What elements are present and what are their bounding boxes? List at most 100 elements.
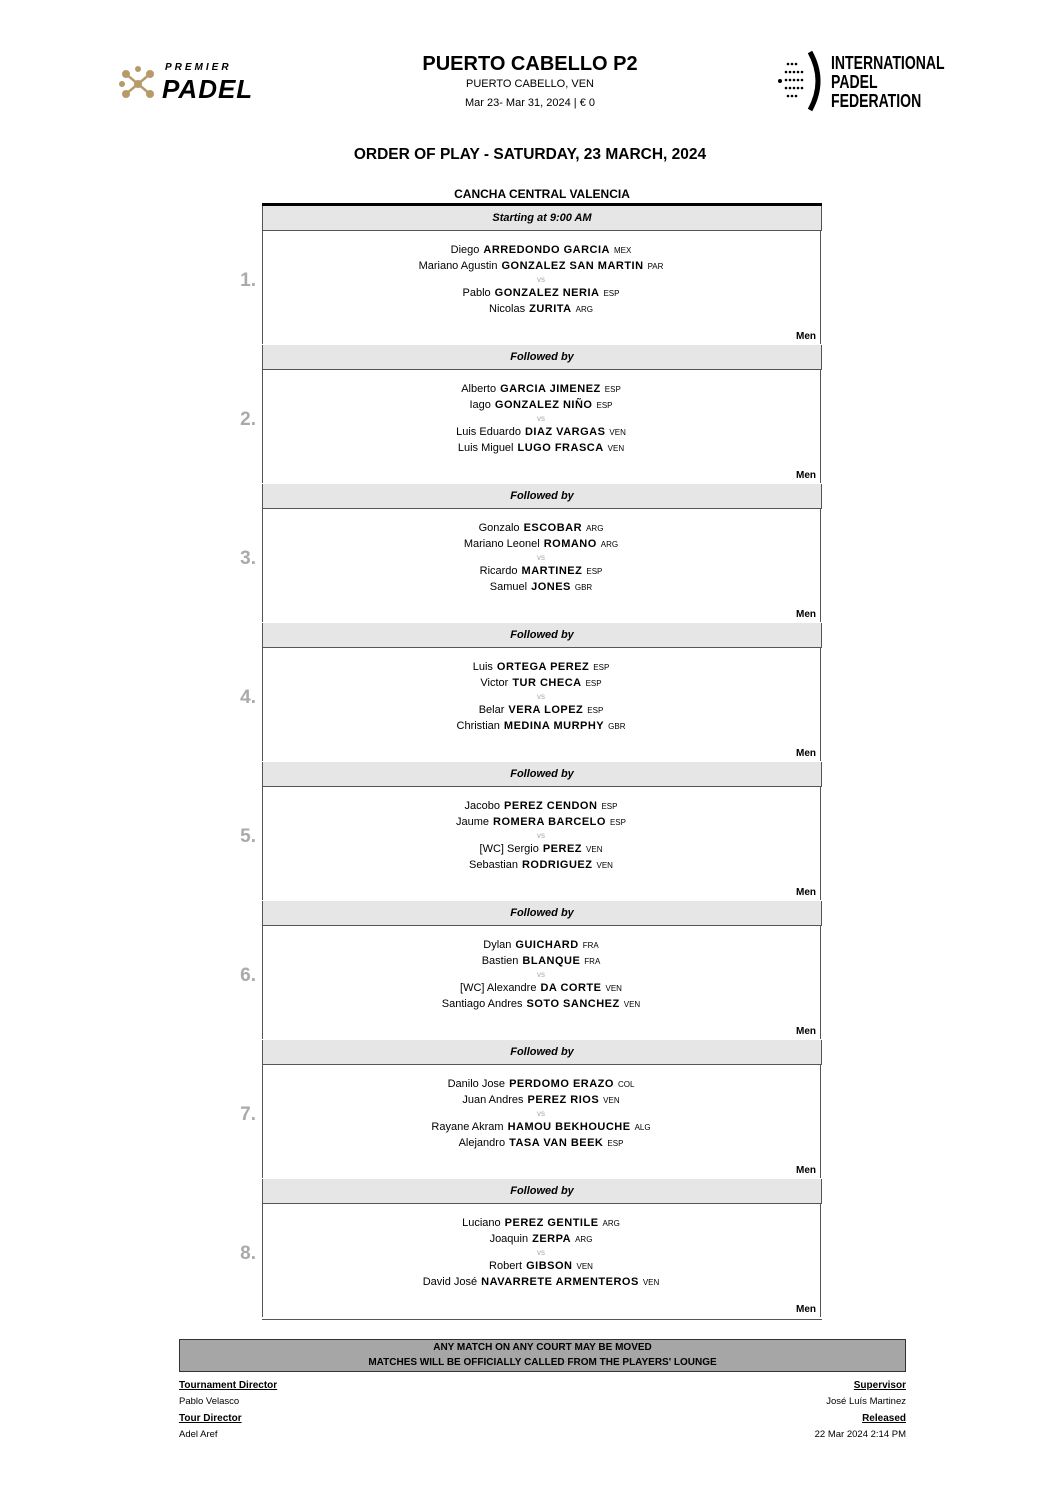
match-category: Men xyxy=(796,1304,816,1315)
player-first-name: Ricardo xyxy=(479,565,518,577)
released-datetime: 22 Mar 2024 2:14 PM xyxy=(814,1429,906,1440)
player-last-name: LUGO FRASCA xyxy=(517,442,604,454)
player-last-name: GUICHARD xyxy=(515,939,579,951)
player-last-name: TASA VAN BEEK xyxy=(509,1137,604,1149)
match-category: Men xyxy=(796,1165,816,1176)
match-time-header: Starting at 9:00 AM xyxy=(262,206,822,231)
player-first-name: Dylan xyxy=(483,939,512,951)
ipf-logo-text: INTERNATIONAL PADEL FEDERATION xyxy=(831,53,945,111)
player-last-name: PEREZ CENDON xyxy=(504,800,598,812)
player-nationality: ARG xyxy=(602,1219,620,1228)
tournament-director-name: Pablo Velasco xyxy=(179,1396,240,1407)
match-block: Followed by 2. Alberto GARCIA JIMENEZ ESP Iag… xyxy=(240,345,822,484)
player-line: Belar VERA LOPEZ ESP xyxy=(262,704,820,717)
player-first-name: Robert xyxy=(489,1260,523,1272)
player-first-name: David José xyxy=(422,1276,478,1288)
player-nationality: ESP xyxy=(586,567,603,576)
player-line: Pablo GONZALEZ NERIA ESP xyxy=(262,287,820,300)
match-body xyxy=(262,926,821,1039)
player-last-name: VERA LOPEZ xyxy=(508,704,584,716)
player-last-name: ORTEGA PEREZ xyxy=(496,661,590,673)
match-time-header: Followed by xyxy=(262,345,822,370)
match-body xyxy=(262,509,821,622)
supervisor-label: Supervisor xyxy=(853,1380,906,1391)
player-last-name: GONZALEZ NERIA xyxy=(494,287,600,299)
player-last-name: ESCOBAR xyxy=(523,522,583,534)
player-first-name: Joaquin xyxy=(489,1233,529,1245)
player-nationality: VEN xyxy=(623,1000,641,1009)
player-nationality: VEN xyxy=(596,861,613,870)
player-first-name: Diego xyxy=(450,244,480,256)
match-block: Starting at 9:00 AM 1. Diego ARREDONDO GARC… xyxy=(240,206,822,345)
match-block: Followed by 7. Danilo Jose PERDOMO ERAZO COL… xyxy=(240,1040,822,1179)
player-nationality: VEN xyxy=(609,428,626,437)
versus-label: vs xyxy=(537,692,545,701)
match-number: 2. xyxy=(240,409,256,430)
player-last-name: GONZALEZ SAN MARTIN xyxy=(501,260,644,272)
versus-label: vs xyxy=(537,414,545,423)
player-last-name: TUR CHECA xyxy=(512,677,582,689)
player-nationality: PAR xyxy=(647,262,664,271)
released-label: Released xyxy=(862,1413,906,1424)
match-time-header: Followed by xyxy=(262,1179,822,1204)
player-nationality: ESP xyxy=(604,385,621,394)
player-line: Dylan GUICHARD FRA xyxy=(262,939,820,952)
player-nationality: ESP xyxy=(603,289,620,298)
player-last-name: PERDOMO ERAZO xyxy=(509,1078,614,1090)
match-body xyxy=(262,787,821,900)
player-last-name: RODRIGUEZ xyxy=(521,859,593,871)
match-block: Followed by 3. Gonzalo ESCOBAR ARG Mariano Le… xyxy=(240,484,822,623)
player-first-name: Gonzalo xyxy=(478,522,520,534)
player-last-name: PEREZ xyxy=(542,843,583,855)
court-name: CANCHA CENTRAL VALENCIA xyxy=(454,187,630,201)
player-line: Rayane Akram HAMOU BEKHOUCHE ALG xyxy=(262,1121,820,1134)
player-nationality: VEN xyxy=(642,1278,660,1287)
match-category: Men xyxy=(796,331,816,342)
player-nationality: VEN xyxy=(603,1096,620,1105)
player-last-name: GIBSON xyxy=(526,1260,573,1272)
match-category: Men xyxy=(796,748,816,759)
player-nationality: ESP xyxy=(609,818,626,827)
player-first-name: [WC] Alexandre xyxy=(460,982,537,994)
match-block: Followed by 8. Luciano PEREZ GENTILE ARG Joaq… xyxy=(240,1179,822,1318)
player-nationality: VEN xyxy=(576,1262,593,1271)
player-nationality: ARG xyxy=(600,540,619,549)
match-block: Followed by 4. Luis ORTEGA PEREZ ESP Victor TU… xyxy=(240,623,822,762)
premier-padel-logo-text: PREMIER xyxy=(165,62,232,73)
player-last-name: MARTINEZ xyxy=(521,565,583,577)
player-line: Juan Andres PEREZ RIOS VEN xyxy=(262,1094,820,1107)
player-first-name: Juan Andres xyxy=(462,1094,524,1106)
tournament-location: PUERTO CABELLO, VEN xyxy=(466,78,594,90)
match-category: Men xyxy=(796,470,816,481)
tournament-dates: Mar 23- Mar 31, 2024 | € 0 xyxy=(464,97,596,109)
player-nationality: COL xyxy=(617,1080,635,1089)
player-nationality: ALG xyxy=(634,1123,651,1132)
player-last-name: ROMERA BARCELO xyxy=(493,816,606,828)
player-line: Ricardo MARTINEZ ESP xyxy=(262,565,820,578)
player-nationality: GBR xyxy=(608,722,626,731)
player-last-name: DIAZ VARGAS xyxy=(524,426,606,438)
match-time-header: Followed by xyxy=(262,762,822,787)
player-line: Nicolas ZURITA ARG xyxy=(262,303,820,316)
player-first-name: Jaume xyxy=(456,816,490,828)
player-first-name: Luciano xyxy=(462,1217,501,1229)
player-last-name: ZURITA xyxy=(529,303,572,315)
player-line: Alberto GARCIA JIMENEZ ESP xyxy=(262,383,820,396)
match-time-header: Followed by xyxy=(262,901,822,926)
notice-line-1: ANY MATCH ON ANY COURT MAY BE MOVED xyxy=(433,1342,652,1353)
player-line: Luis Eduardo DIAZ VARGAS VEN xyxy=(262,426,820,439)
player-nationality: MEX xyxy=(613,246,632,255)
player-first-name: Luis Eduardo xyxy=(456,426,521,438)
player-first-name: Sebastian xyxy=(469,859,518,871)
player-nationality: ESP xyxy=(596,401,613,410)
match-number: 5. xyxy=(240,826,256,847)
versus-label: vs xyxy=(537,970,545,979)
player-last-name: PEREZ GENTILE xyxy=(504,1217,599,1229)
player-first-name: Nicolas xyxy=(489,303,526,315)
player-last-name: MEDINA MURPHY xyxy=(503,720,605,732)
player-line: Joaquin ZERPA ARG xyxy=(262,1233,820,1246)
player-last-name: NAVARRETE ARMENTEROS xyxy=(481,1276,639,1288)
player-first-name: Belar xyxy=(478,704,505,716)
player-last-name: BLANQUE xyxy=(522,955,581,967)
